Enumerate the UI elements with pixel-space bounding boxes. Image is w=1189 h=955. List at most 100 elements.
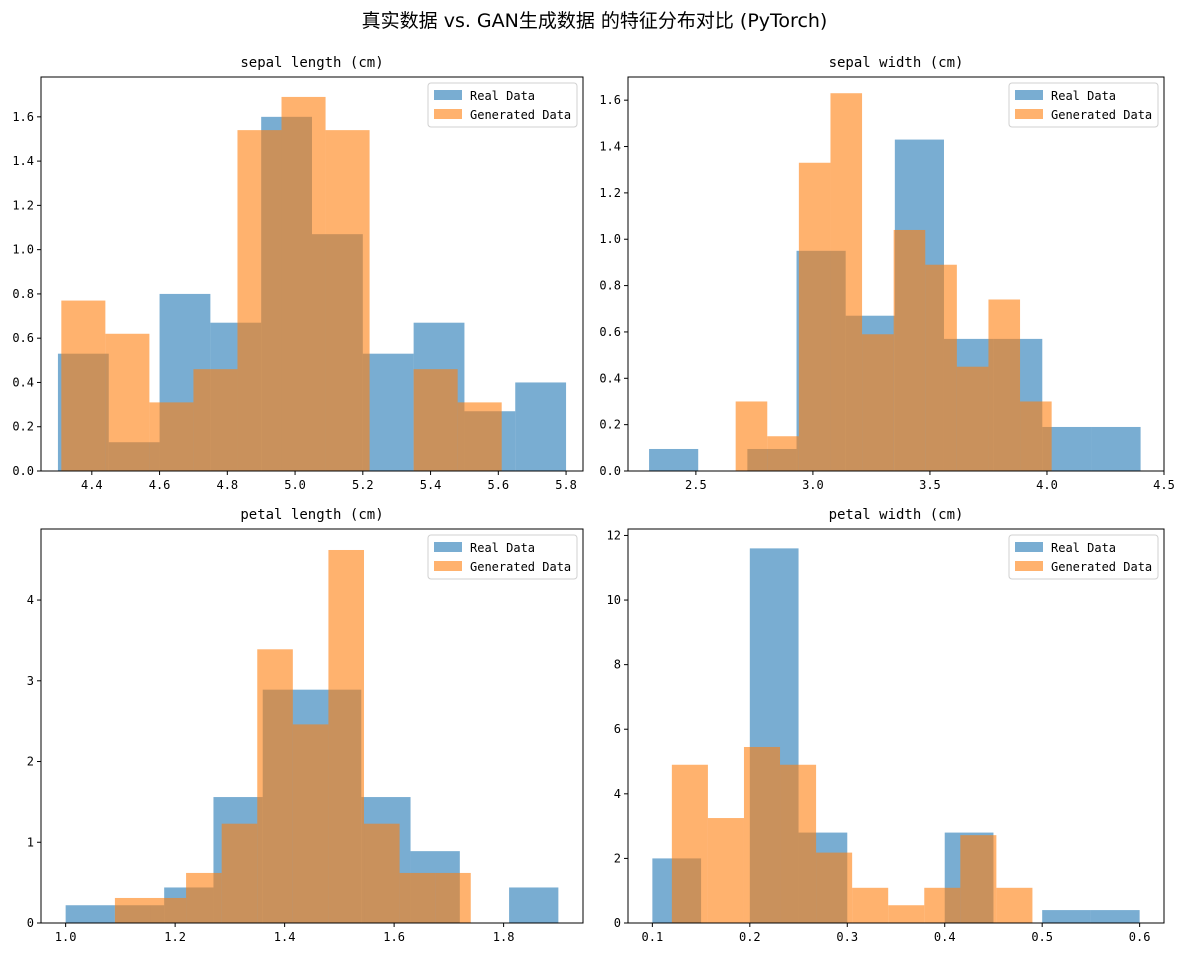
real-bar-1 — [649, 448, 699, 471]
x-tick-label: 0.3 — [836, 930, 858, 944]
y-tick-label: 1.6 — [599, 93, 621, 107]
y-tick-label: 10 — [607, 593, 621, 607]
y-tick-label: 0.6 — [12, 331, 34, 345]
generated-bar-2 — [105, 333, 150, 471]
x-tick-label: 1.8 — [493, 930, 515, 944]
bars-group — [649, 93, 1141, 471]
generated-bar-6 — [893, 229, 926, 471]
y-tick-label: 0 — [27, 916, 34, 930]
generated-bar-10 — [457, 402, 502, 471]
generated-bar-8 — [956, 366, 989, 471]
generated-bar-1 — [735, 401, 768, 471]
x-tick-label: 5.4 — [420, 478, 442, 492]
real-bar-1 — [65, 905, 115, 923]
legend-swatch-generated — [1015, 561, 1043, 571]
y-tick-label: 1 — [27, 835, 34, 849]
legend-label-real: Real Data — [470, 89, 535, 103]
generated-bar-5 — [237, 130, 282, 471]
legend: Real Data Generated Data — [1008, 534, 1159, 580]
chart-panel-1: 4.4 4.6 4.8 5.0 5.2 5.4 5.6 5.8 0.0 0.2 0.4 0.6 0.8 1… — [12, 55, 584, 492]
legend-box — [1008, 534, 1159, 580]
y-tick-label: 1.0 — [599, 232, 621, 246]
y-tick-label: 3 — [27, 674, 34, 688]
generated-bar-8 — [924, 887, 961, 923]
x-tick-label: 4.5 — [1153, 478, 1175, 492]
generated-bar-5 — [816, 852, 853, 923]
legend-box — [1008, 82, 1159, 128]
y-tick-label: 1.4 — [12, 154, 34, 168]
generated-bar-8 — [364, 823, 400, 923]
legend-box — [427, 82, 578, 128]
generated-bar-9 — [399, 872, 436, 923]
bars-group — [57, 96, 567, 471]
legend-swatch-real — [434, 90, 462, 100]
real-bar-9 — [1042, 910, 1091, 923]
x-tick-label: 5.8 — [555, 478, 577, 492]
y-tick-label: 2 — [27, 755, 34, 769]
x-tick-label: 1.4 — [274, 930, 296, 944]
legend-swatch-real — [1015, 542, 1043, 552]
legend: Real Data Generated Data — [1008, 82, 1159, 128]
legend-label-real: Real Data — [1051, 89, 1116, 103]
y-tick-label: 0.8 — [12, 287, 34, 301]
real-bar-10 — [515, 382, 567, 471]
x-tick-label: 1.6 — [383, 930, 405, 944]
y-tick-label: 0.2 — [12, 420, 34, 434]
legend-swatch-real — [434, 542, 462, 552]
real-bar-7 — [362, 353, 414, 471]
x-tick-label: 4.6 — [149, 478, 171, 492]
y-tick-label: 2 — [614, 851, 621, 865]
generated-bar-1 — [114, 897, 151, 923]
y-tick-label: 4 — [27, 593, 34, 607]
axes-frame — [40, 76, 584, 472]
generated-bar-2 — [767, 436, 799, 471]
legend: Real Data Generated Data — [427, 534, 578, 580]
real-bar-10 — [1091, 426, 1141, 471]
generated-bar-2 — [150, 897, 187, 923]
y-tick-label: 12 — [607, 528, 621, 542]
x-tick-label: 3.5 — [919, 478, 941, 492]
y-tick-label: 0.4 — [12, 375, 34, 389]
y-tick-label: 1.2 — [599, 186, 621, 200]
subplot-title: petal length (cm) — [240, 507, 383, 523]
x-tick-label: 1.2 — [164, 930, 186, 944]
x-tick-label: 1.0 — [55, 930, 77, 944]
generated-bar-3 — [743, 746, 781, 923]
chart-panel-3: 1.0 1.2 1.4 1.6 1.8 0 1 2 3 4 petal length (cm) Rea… — [27, 507, 584, 944]
legend-label-real: Real Data — [1051, 541, 1116, 555]
y-tick-label: 0 — [614, 916, 621, 930]
legend-swatch-real — [1015, 90, 1043, 100]
y-tick-label: 0.4 — [599, 371, 621, 385]
real-bar-10 — [1090, 910, 1140, 923]
generated-bar-7 — [925, 264, 957, 471]
generated-bar-10 — [1020, 401, 1052, 471]
generated-bar-7 — [328, 549, 365, 923]
generated-bar-7 — [888, 905, 925, 923]
x-tick-label: 2.5 — [685, 478, 707, 492]
x-tick-label: 4.0 — [1036, 478, 1058, 492]
y-tick-label: 6 — [614, 722, 621, 736]
chart-panel-2: 2.5 3.0 3.5 4.0 4.5 0.0 0.2 0.4 0.6 0.8 1.0 1.2 1.4 1… — [599, 55, 1175, 492]
generated-bar-5 — [257, 649, 293, 923]
x-tick-label: 4.4 — [81, 478, 103, 492]
bars-group — [652, 548, 1140, 923]
generated-bar-6 — [852, 887, 889, 923]
figure-title: 真实数据 vs. GAN生成数据 的特征分布对比 (PyTorch) — [361, 10, 828, 32]
legend-label-generated: Generated Data — [1051, 108, 1152, 122]
generated-bar-4 — [221, 823, 258, 923]
legend-label-generated: Generated Data — [470, 108, 571, 122]
generated-bar-5 — [862, 334, 894, 471]
x-tick-label: 0.5 — [1031, 930, 1053, 944]
generated-bar-3 — [149, 402, 194, 471]
generated-bar-4 — [780, 764, 817, 923]
generated-bar-2 — [707, 818, 744, 923]
subplot-title: petal width (cm) — [829, 507, 964, 523]
x-tick-label: 5.2 — [352, 478, 374, 492]
legend-swatch-generated — [1015, 109, 1043, 119]
legend-label-real: Real Data — [470, 541, 535, 555]
legend-swatch-generated — [434, 109, 462, 119]
real-bar-10 — [509, 887, 559, 923]
generated-bar-4 — [830, 93, 863, 471]
x-tick-label: 0.6 — [1129, 930, 1151, 944]
